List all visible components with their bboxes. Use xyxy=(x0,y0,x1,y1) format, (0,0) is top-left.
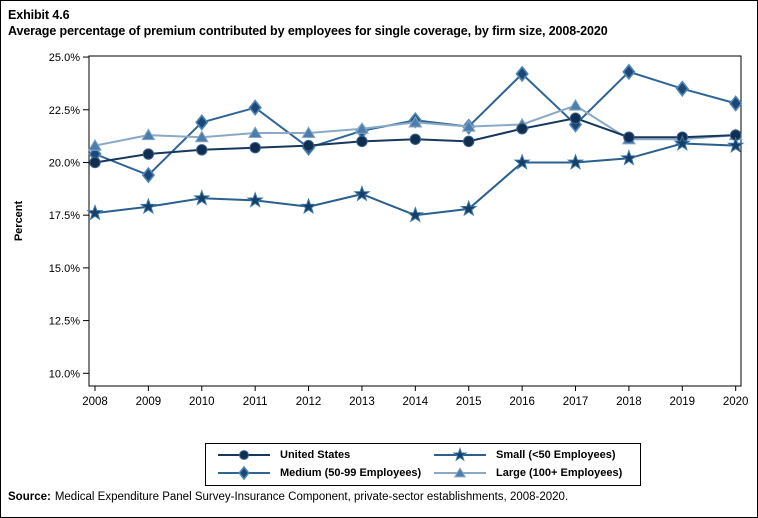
x-tick-label: 2010 xyxy=(189,396,215,408)
y-tick-label: 15.0% xyxy=(49,263,80,275)
y-axis-label: Percent xyxy=(13,200,25,241)
x-tick-label: 2019 xyxy=(669,396,695,408)
legend-label: United States xyxy=(280,449,351,461)
y-tick-label: 20.0% xyxy=(49,157,80,169)
page-title: Average percentage of premium contribute… xyxy=(8,24,608,38)
legend-item: Medium (50-99 Employees) xyxy=(216,465,432,481)
exhibit-number: Exhibit 4.6 xyxy=(8,8,70,22)
line-chart: 25.0% 22.5% 20.0% 17.5% 15.0% 12.5% 10.0% 2008 2… xyxy=(13,52,749,408)
x-tick-label: 2014 xyxy=(403,396,429,408)
legend-label: Medium (50-99 Employees) xyxy=(280,467,422,479)
plot-frame xyxy=(88,55,742,387)
y-tick-label: 17.5% xyxy=(49,210,80,222)
legend-label: Large (100+ Employees) xyxy=(496,467,623,479)
legend-item: Large (100+ Employees) xyxy=(432,465,622,481)
circle-marker-icon xyxy=(218,450,270,460)
y-tick-label: 22.5% xyxy=(49,105,80,117)
x-tick-label: 2013 xyxy=(349,396,375,408)
diamond-marker-icon xyxy=(218,465,270,481)
source-note: Source: Medical Expenditure Panel Survey-… xyxy=(8,491,568,503)
x-tick-label: 2011 xyxy=(243,396,268,408)
chart-legend: United States Medium (50-99 Employees) Sma… xyxy=(205,443,641,486)
triangle-marker-icon xyxy=(434,467,486,478)
legend-column: United States Medium (50-99 Employees) xyxy=(216,447,432,481)
x-tick-label: 2016 xyxy=(509,396,535,408)
x-tick-label: 2009 xyxy=(136,396,162,408)
y-tick-label: 12.5% xyxy=(49,316,80,328)
source-text: Medical Expenditure Panel Survey-Insuran… xyxy=(54,491,569,503)
x-tick-label: 2017 xyxy=(563,396,589,408)
y-tick-label: 10.0% xyxy=(49,368,80,380)
legend-label: Small (<50 Employees) xyxy=(496,449,616,461)
y-tick-label: 25.0% xyxy=(49,52,80,64)
x-tick-label: 2015 xyxy=(456,396,482,408)
legend-column: Small (<50 Employees) Large (100+ Employe… xyxy=(432,447,622,481)
legend-item: Small (<50 Employees) xyxy=(432,447,622,463)
x-tick-label: 2012 xyxy=(296,396,322,408)
star-marker-icon xyxy=(434,447,486,462)
x-tick-label: 2008 xyxy=(82,396,108,408)
x-tick-label: 2018 xyxy=(616,396,642,408)
legend-item: United States xyxy=(216,447,432,463)
series-star xyxy=(86,134,745,223)
x-tick-label: 2020 xyxy=(723,396,749,408)
source-label: Source: xyxy=(8,491,51,503)
series-circle xyxy=(89,112,742,169)
